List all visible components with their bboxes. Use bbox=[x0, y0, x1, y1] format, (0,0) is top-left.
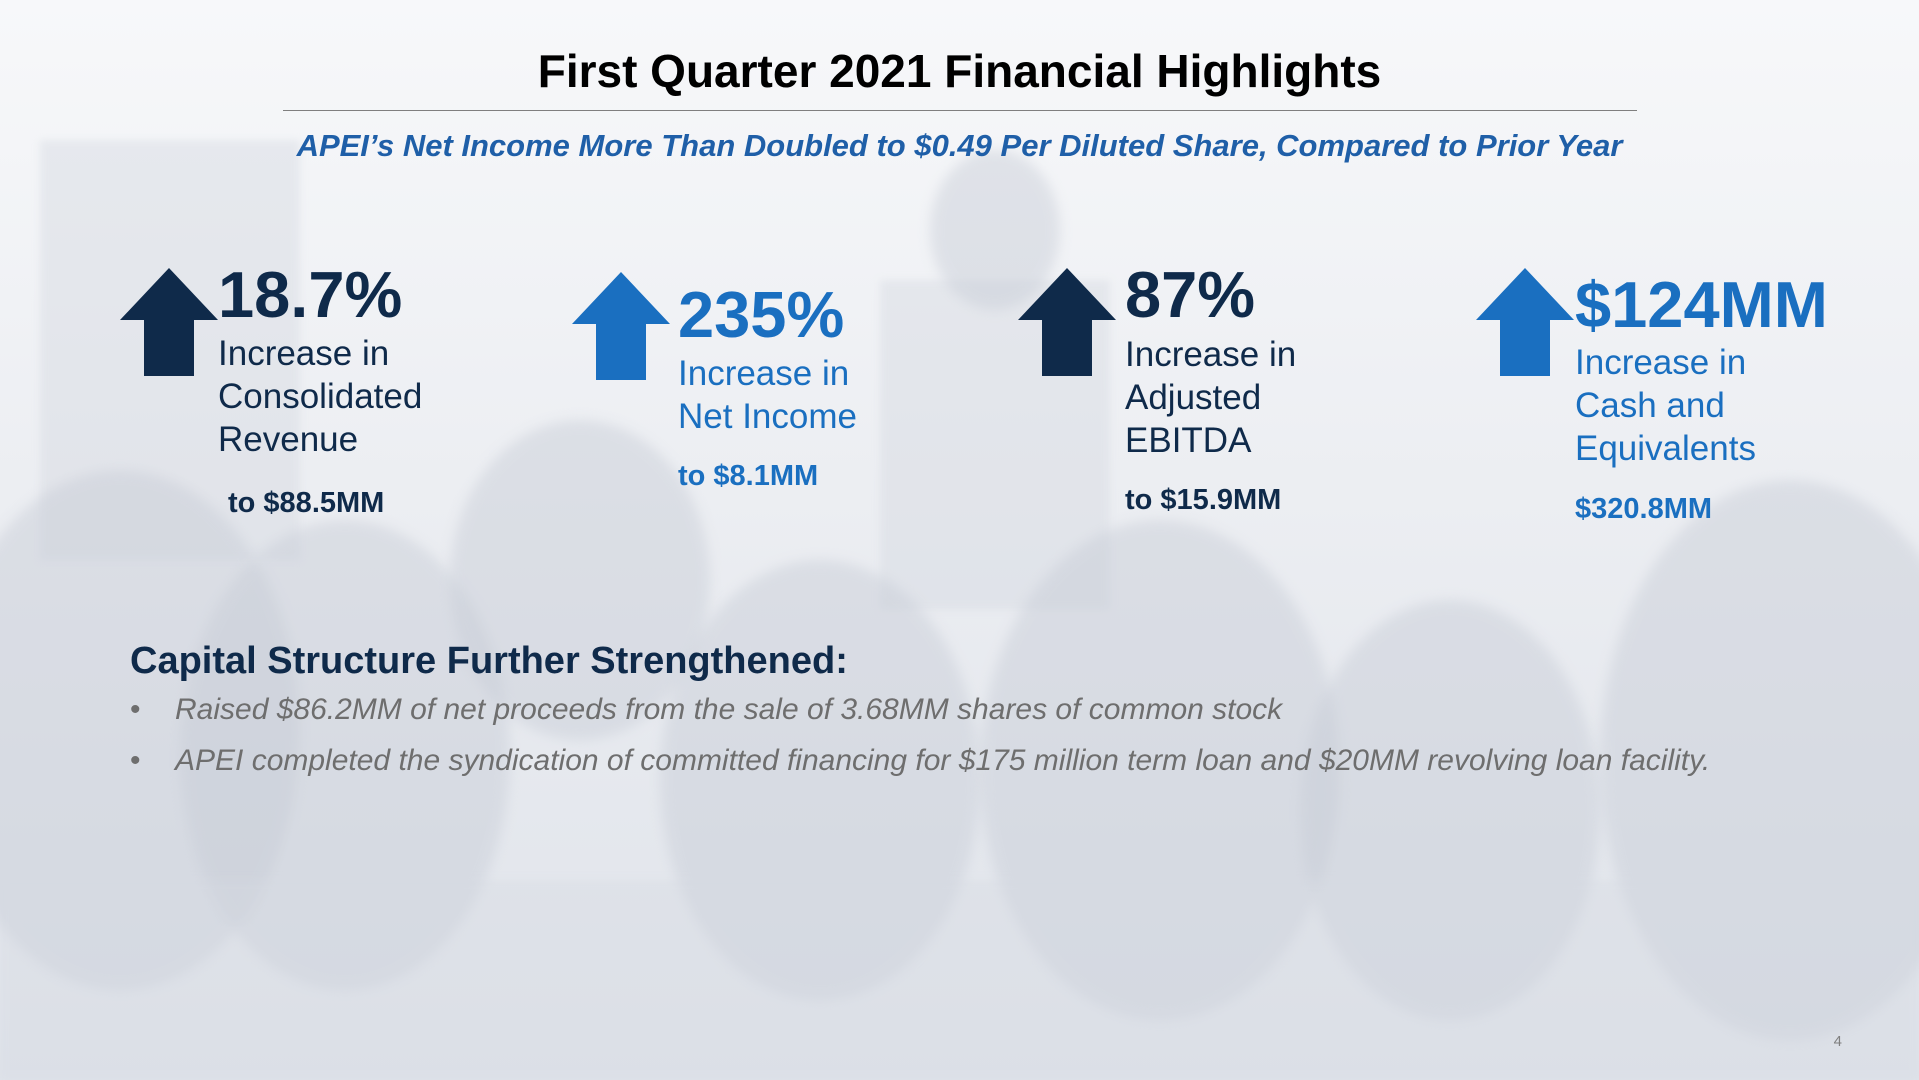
metric-desc-line1: Increase in bbox=[218, 334, 390, 373]
metric-desc-line3: Revenue bbox=[218, 420, 359, 459]
bullet-text: Raised $86.2MM of net proceeds from the … bbox=[175, 693, 1283, 726]
metric-desc-line2: Cash and bbox=[1575, 386, 1725, 425]
capital-structure-heading: Capital Structure Further Strengthened: bbox=[130, 640, 848, 682]
title-divider bbox=[283, 110, 1637, 111]
metric-value: 18.7% bbox=[218, 258, 403, 331]
page-number: 4 bbox=[1833, 1033, 1842, 1050]
bullet-text: APEI completed the syndication of commit… bbox=[175, 744, 1711, 777]
metric-desc-line3: Equivalents bbox=[1575, 429, 1756, 468]
bullet-marker: • bbox=[130, 693, 141, 726]
up-arrow-icon bbox=[120, 268, 218, 376]
metric-desc-line1: Increase in bbox=[1125, 335, 1297, 374]
metric-value: 87% bbox=[1125, 258, 1256, 331]
metric-subvalue: to $88.5MM bbox=[228, 487, 385, 519]
metric-desc-line3: EBITDA bbox=[1125, 421, 1252, 460]
up-arrow-icon bbox=[1018, 268, 1116, 376]
up-arrow-icon bbox=[1476, 268, 1574, 376]
capital-structure-list: • Raised $86.2MM of net proceeds from th… bbox=[130, 690, 1710, 792]
metric-value: 235% bbox=[678, 278, 845, 351]
bullet-marker: • bbox=[130, 744, 141, 777]
metric-desc-line2: Net Income bbox=[678, 397, 857, 436]
metric-desc-line1: Increase in bbox=[1575, 343, 1747, 382]
metric-subvalue: $320.8MM bbox=[1575, 493, 1713, 525]
metric-subvalue: to $15.9MM bbox=[1125, 484, 1282, 516]
up-arrow-icon bbox=[572, 272, 670, 380]
metric-value: $124MM bbox=[1575, 268, 1828, 341]
list-item: • Raised $86.2MM of net proceeds from th… bbox=[130, 690, 1710, 741]
list-item: • APEI completed the syndication of comm… bbox=[130, 741, 1710, 792]
metric-desc-line2: Adjusted bbox=[1125, 378, 1262, 417]
slide-title: First Quarter 2021 Financial Highlights bbox=[537, 45, 1382, 97]
metric-subvalue: to $8.1MM bbox=[678, 460, 819, 492]
metric-desc-line2: Consolidated bbox=[218, 377, 423, 416]
metric-desc-line1: Increase in bbox=[678, 354, 850, 393]
slide-subtitle: APEI’s Net Income More Than Doubled to $… bbox=[296, 128, 1623, 163]
